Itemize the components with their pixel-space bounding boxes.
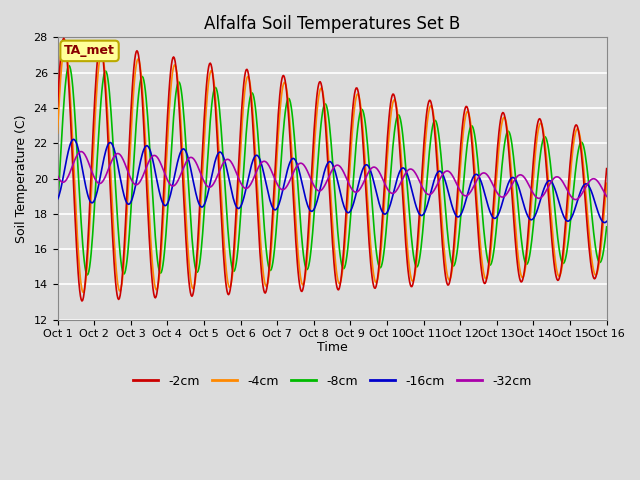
X-axis label: Time: Time [317, 341, 348, 354]
Text: TA_met: TA_met [64, 44, 115, 58]
Legend: -2cm, -4cm, -8cm, -16cm, -32cm: -2cm, -4cm, -8cm, -16cm, -32cm [128, 370, 536, 393]
Title: Alfalfa Soil Temperatures Set B: Alfalfa Soil Temperatures Set B [204, 15, 460, 33]
Y-axis label: Soil Temperature (C): Soil Temperature (C) [15, 114, 28, 243]
